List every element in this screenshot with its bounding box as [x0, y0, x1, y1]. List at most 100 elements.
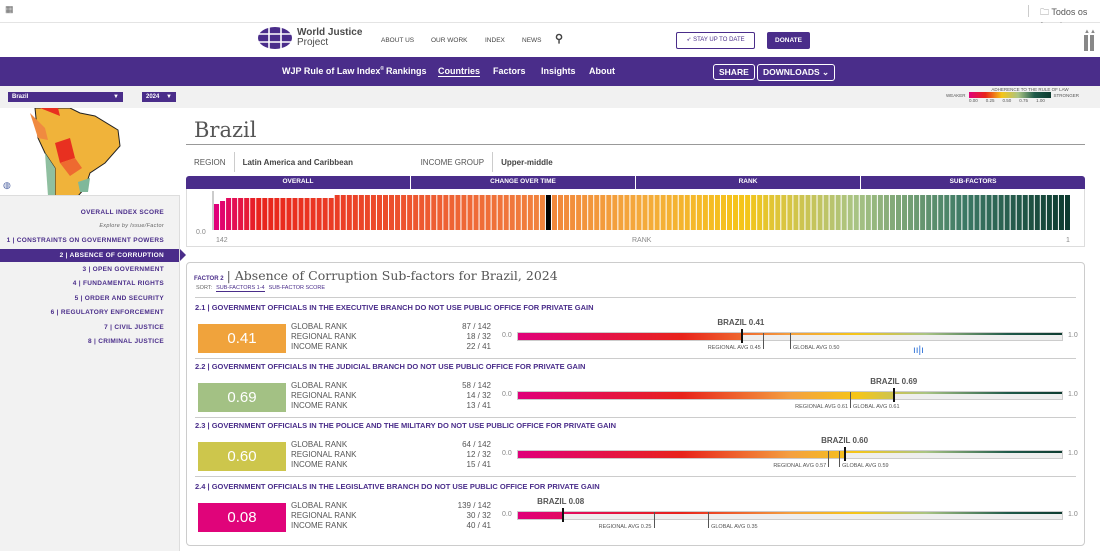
subfactor-title[interactable]: 2.4 | GOVERNMENT OFFICIALS IN THE LEGISL… — [195, 482, 600, 491]
rank-bar[interactable] — [340, 195, 346, 230]
rank-bar[interactable] — [926, 195, 932, 230]
rank-bar[interactable] — [401, 195, 407, 230]
rank-bar[interactable] — [895, 195, 902, 230]
rank-bar[interactable] — [696, 195, 702, 230]
country-select[interactable]: Brazil ▼ — [8, 92, 123, 102]
audio-wave-icon[interactable]: ıı|ı — [913, 345, 924, 356]
rank-bar[interactable] — [1034, 195, 1040, 230]
nav-about-us[interactable]: ABOUT US — [381, 37, 415, 44]
rank-bar[interactable] — [407, 195, 413, 230]
rank-bar[interactable] — [582, 195, 588, 230]
rank-bar[interactable] — [226, 198, 232, 230]
nav-insights[interactable]: Insights — [541, 66, 576, 76]
subfactor-title[interactable]: 2.2 | GOVERNMENT OFFICIALS IN THE JUDICI… — [195, 362, 586, 371]
rank-bar[interactable] — [877, 195, 883, 230]
sidebar-factor-5[interactable]: 5 | ORDER AND SECURITY — [74, 295, 164, 302]
rank-bar[interactable] — [286, 198, 292, 230]
rank-bar[interactable] — [588, 195, 594, 230]
rank-bar[interactable] — [902, 195, 908, 230]
sidebar-factor-1[interactable]: 1 | CONSTRAINTS ON GOVERNMENT POWERS — [6, 237, 164, 244]
rank-bar[interactable] — [521, 195, 527, 230]
rank-bar[interactable] — [914, 195, 920, 230]
rank-bar[interactable] — [817, 195, 823, 230]
nav-rankings[interactable]: Rankings — [386, 66, 427, 76]
tab-rank[interactable]: RANK — [636, 176, 861, 189]
rank-bar[interactable] — [467, 195, 473, 230]
rank-bar[interactable] — [654, 195, 660, 230]
rank-bar[interactable] — [714, 195, 720, 230]
rank-bar[interactable] — [642, 195, 648, 230]
rank-bar[interactable] — [509, 195, 515, 230]
rank-bar[interactable] — [389, 195, 395, 230]
rank-bar[interactable] — [570, 195, 576, 230]
rank-bar[interactable] — [364, 195, 370, 230]
rank-bar[interactable] — [871, 195, 877, 230]
rank-bar[interactable] — [473, 195, 479, 230]
nav-countries[interactable]: Countries — [438, 66, 481, 77]
rank-bar[interactable] — [539, 195, 545, 230]
rank-bar[interactable] — [630, 195, 636, 230]
rank-bar[interactable] — [962, 195, 968, 230]
rank-bar[interactable] — [558, 195, 564, 230]
rank-bar[interactable] — [268, 198, 274, 230]
rank-bar[interactable] — [932, 195, 938, 230]
rank-bar[interactable] — [684, 195, 690, 230]
rank-bar[interactable] — [346, 195, 352, 230]
rank-bar[interactable] — [1052, 195, 1058, 230]
rank-bar[interactable] — [956, 195, 962, 230]
sidebar-factor-8[interactable]: 8 | CRIMINAL JUSTICE — [88, 338, 164, 345]
rank-bar[interactable] — [666, 195, 672, 230]
rank-bar[interactable] — [908, 195, 914, 230]
wjp-logo-icon[interactable] — [257, 26, 293, 50]
rank-bar[interactable] — [497, 195, 503, 230]
rank-bar[interactable] — [1016, 195, 1022, 230]
rank-bar[interactable] — [775, 195, 781, 230]
share-button[interactable]: SHARE — [713, 64, 755, 80]
rank-bar[interactable] — [238, 198, 244, 230]
rank-bar[interactable] — [769, 195, 775, 230]
rank-bar[interactable] — [425, 195, 431, 230]
tab-change-over-time[interactable]: CHANGE OVER TIME — [411, 176, 636, 189]
sidebar-factor-4[interactable]: 4 | FUNDAMENTAL RIGHTS — [72, 280, 164, 287]
sort-score[interactable]: SUB-FACTOR SCORE — [268, 285, 326, 291]
rank-bar[interactable] — [316, 198, 322, 230]
rank-bar[interactable] — [720, 195, 726, 230]
downloads-button[interactable]: DOWNLOADS ⌄ — [757, 64, 836, 81]
rank-bar[interactable] — [739, 195, 745, 230]
subfactor-title[interactable]: 2.1 | GOVERNMENT OFFICIALS IN THE EXECUT… — [195, 303, 594, 312]
rank-bar[interactable] — [624, 195, 630, 230]
rank-bar[interactable] — [678, 195, 684, 230]
rank-bar[interactable] — [503, 195, 509, 230]
rank-bar[interactable] — [793, 195, 799, 230]
rank-bar[interactable] — [883, 195, 889, 230]
rank-bar[interactable] — [660, 195, 666, 230]
rank-bar[interactable] — [1046, 195, 1052, 230]
rank-bar[interactable] — [950, 195, 956, 230]
rank-bar[interactable] — [1058, 195, 1064, 230]
rank-bar[interactable] — [865, 195, 871, 230]
scrollbar[interactable]: ▲▲ — [1084, 29, 1098, 59]
nav-about[interactable]: About — [589, 66, 615, 76]
country-map[interactable]: ◍ — [0, 108, 180, 196]
rank-bar[interactable] — [992, 195, 998, 230]
rank-bar[interactable] — [419, 195, 425, 230]
rank-bar[interactable] — [395, 195, 401, 230]
rank-bar[interactable] — [745, 195, 751, 230]
rank-bar[interactable] — [1040, 195, 1046, 230]
year-select[interactable]: 2024 ▼ — [142, 92, 176, 102]
nav-factors[interactable]: Factors — [493, 66, 526, 76]
sidebar-factor-2[interactable]: 2 | ABSENCE OF CORRUPTION — [0, 249, 179, 262]
rank-bar[interactable] — [889, 195, 895, 230]
rank-bar[interactable] — [485, 195, 491, 230]
rank-bar[interactable] — [781, 195, 787, 230]
rank-bar[interactable] — [576, 195, 582, 230]
nav-news[interactable]: NEWS — [522, 37, 542, 44]
rank-bar[interactable] — [648, 195, 654, 230]
sort-subfactors[interactable]: SUB-FACTORS 1-4 — [216, 285, 265, 292]
subfactor-title[interactable]: 2.3 | GOVERNMENT OFFICIALS IN THE POLICE… — [195, 421, 617, 430]
rank-bar[interactable] — [479, 195, 485, 230]
rank-bar[interactable] — [799, 195, 805, 230]
rank-bar[interactable] — [250, 198, 256, 230]
rank-bar[interactable] — [612, 195, 618, 230]
rank-bar[interactable] — [690, 195, 696, 230]
